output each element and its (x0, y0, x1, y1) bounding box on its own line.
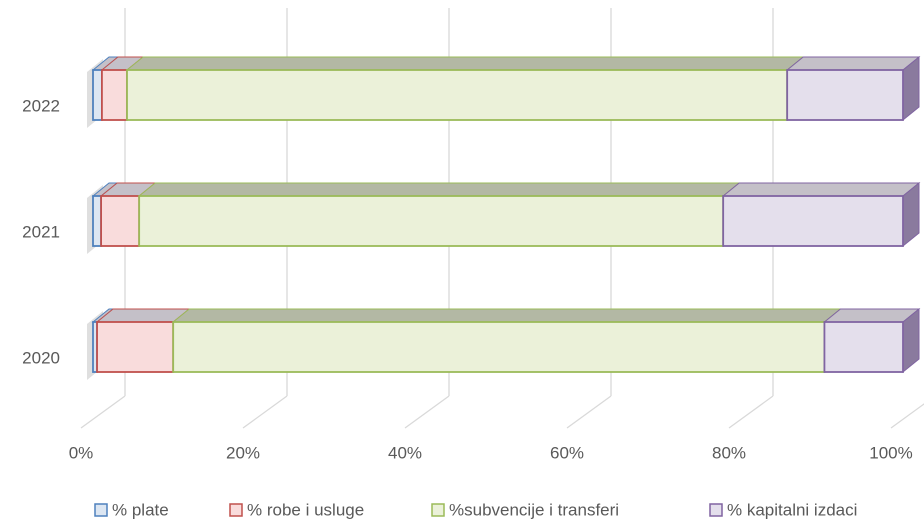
x-tick-label: 20% (226, 443, 260, 462)
legend-swatch (709, 503, 723, 517)
bar-front (101, 69, 128, 121)
grid-floor-line (80, 395, 126, 429)
bar-front (92, 195, 102, 247)
x-tick-label: 0% (69, 443, 94, 462)
bar-front (786, 69, 904, 121)
grid-floor-line (890, 403, 924, 429)
bar-top (137, 182, 741, 197)
grid-floor-line (404, 395, 450, 429)
bar-front (92, 69, 103, 121)
bar-segment (823, 307, 921, 374)
bar-top (125, 56, 805, 71)
grid-floor-line (242, 395, 288, 429)
x-tick-label: 60% (550, 443, 584, 462)
legend-label: % plate (112, 500, 169, 519)
legend-swatch (431, 503, 445, 517)
grid-floor-line (728, 395, 774, 429)
bar-front (100, 195, 141, 247)
bar-segment (137, 182, 741, 247)
bar-front (126, 69, 789, 121)
bar-front (138, 195, 725, 247)
bar-front (96, 321, 175, 373)
bar-top (721, 182, 921, 197)
grid-floor-line (566, 395, 612, 429)
bar-top (785, 56, 921, 71)
y-tick-label: 2022 (22, 96, 60, 115)
bar-front (172, 321, 826, 373)
legend-swatch (229, 503, 243, 517)
bar-segment (171, 308, 842, 373)
bar-segment (785, 55, 921, 122)
x-tick-label: 40% (388, 443, 422, 462)
legend-swatch (94, 503, 108, 517)
legend-label: % robe i usluge (247, 500, 364, 519)
bar-front (823, 321, 904, 373)
legend-label: %subvencije i transferi (449, 500, 619, 519)
x-tick-label: 100% (869, 443, 912, 462)
x-tick-label: 80% (712, 443, 746, 462)
bar-segment (721, 181, 921, 248)
legend-label: % kapitalni izdaci (727, 500, 857, 519)
bar-front (722, 195, 904, 247)
bar-segment (100, 56, 145, 121)
y-tick-label: 2021 (22, 222, 60, 241)
y-tick-label: 2020 (22, 348, 60, 367)
bar-segment (125, 56, 805, 121)
bar-top (171, 308, 842, 323)
